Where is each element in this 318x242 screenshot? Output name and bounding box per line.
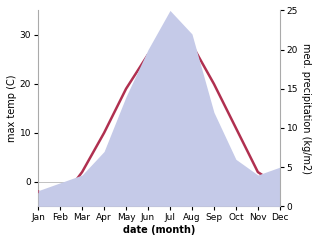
Y-axis label: med. precipitation (kg/m2): med. precipitation (kg/m2) (301, 43, 311, 174)
X-axis label: date (month): date (month) (123, 225, 195, 235)
Y-axis label: max temp (C): max temp (C) (7, 75, 17, 142)
